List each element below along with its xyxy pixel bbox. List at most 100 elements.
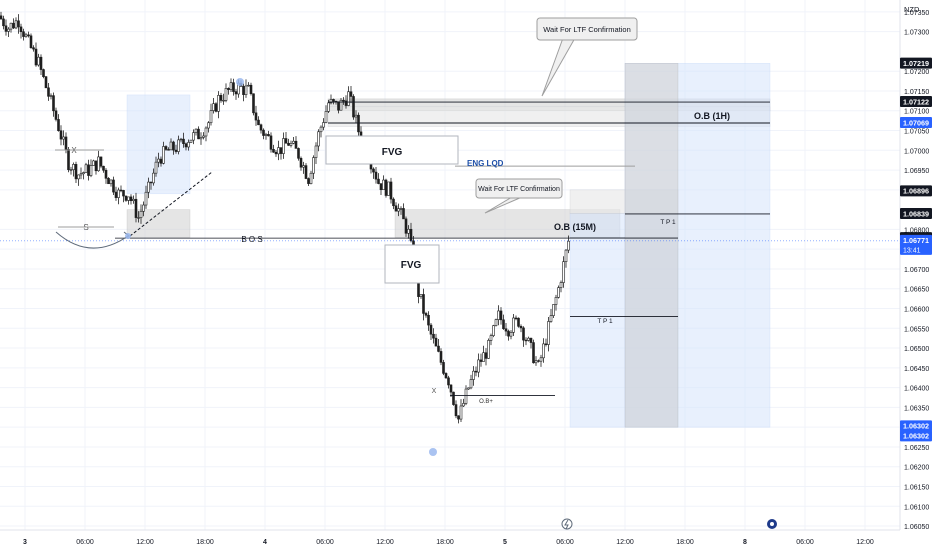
candle <box>477 353 480 378</box>
y-tick-label: 1.06800 <box>904 227 929 234</box>
candle <box>109 179 113 187</box>
candle <box>287 138 290 146</box>
candle <box>179 137 183 143</box>
candle <box>434 333 438 347</box>
candle <box>82 171 85 180</box>
candle <box>37 53 40 67</box>
candle <box>12 18 15 30</box>
candle <box>544 338 548 347</box>
current-price-value: 1.06771 <box>903 236 929 245</box>
candle <box>232 78 235 96</box>
x-tick-label: 06:00 <box>556 539 574 546</box>
candle <box>447 375 450 389</box>
candle <box>77 174 80 186</box>
candle <box>104 168 108 184</box>
candle <box>29 33 33 49</box>
y-tick-label: 1.06650 <box>904 287 929 294</box>
candle <box>472 366 475 386</box>
candle <box>507 329 510 341</box>
candle <box>124 195 128 202</box>
callout-mid-text: Wait For LTF Confirmation <box>478 186 560 193</box>
y-tick-label: 1.06550 <box>904 326 929 333</box>
time-axis-bg <box>0 530 900 550</box>
currency-label: NZD <box>904 5 920 14</box>
candle <box>439 348 443 366</box>
candle <box>192 129 195 145</box>
candle <box>527 336 530 342</box>
y-tick-label: 1.07350 <box>904 10 929 17</box>
candle <box>219 92 223 103</box>
candle <box>442 359 445 376</box>
price-axis-bg <box>900 0 932 550</box>
candle <box>284 132 288 144</box>
y-tick-label: 1.06200 <box>904 465 929 472</box>
candle <box>197 126 200 140</box>
y-tick-label: 1.06450 <box>904 366 929 373</box>
price-tag: 1.07219 <box>900 57 932 69</box>
candle <box>137 211 140 223</box>
candle <box>509 330 513 340</box>
candle <box>227 87 230 95</box>
candle <box>94 160 98 175</box>
price-tag: 1.07069 <box>900 117 932 129</box>
candle <box>107 177 110 185</box>
candle <box>164 145 168 151</box>
candle <box>554 294 558 311</box>
candle <box>202 132 205 140</box>
x-tick-label: 06:00 <box>796 539 814 546</box>
candle <box>277 140 280 161</box>
candle <box>454 400 458 419</box>
candle <box>194 128 198 136</box>
candle <box>169 138 173 151</box>
fvg-box-2: FVG <box>384 244 440 284</box>
y-tick-label: 1.06600 <box>904 307 929 314</box>
lightning-icon[interactable] <box>561 518 573 530</box>
candle <box>424 311 428 318</box>
candle <box>387 181 390 196</box>
candle <box>349 86 353 104</box>
candle <box>347 86 350 107</box>
candle <box>457 415 460 424</box>
svg-text:1.07069: 1.07069 <box>903 118 929 127</box>
price-axis[interactable]: 1.07350 1.07300 1.07200 1.07150 1.07100 1.070… <box>899 0 932 550</box>
candle <box>152 168 155 186</box>
candle <box>529 337 533 349</box>
candle <box>322 118 325 131</box>
candle <box>312 155 315 180</box>
candle <box>517 317 520 328</box>
candle <box>319 125 323 138</box>
y-tick-label: 1.07000 <box>904 148 929 155</box>
candle <box>357 112 360 138</box>
candle <box>309 170 313 185</box>
y-tick-label: 1.07300 <box>904 30 929 37</box>
x-tick-label: 8 <box>743 539 747 546</box>
candle <box>354 110 358 124</box>
candle <box>562 256 565 288</box>
y-tick-label: 1.06500 <box>904 346 929 353</box>
candle <box>182 132 185 148</box>
zones-layer <box>126 63 771 428</box>
time-axis[interactable]: 3 06:00 12:00 18:00 4 06:00 12:00 18:00 5 06:00 12… <box>23 539 874 546</box>
candle <box>492 324 495 338</box>
candle <box>22 28 25 41</box>
current-price-countdown: 13:41 <box>903 247 921 254</box>
candle <box>102 165 105 173</box>
fvg-label-2: FVG <box>401 260 422 271</box>
candle <box>222 93 225 105</box>
candle <box>389 177 393 204</box>
candle <box>512 314 515 336</box>
candle <box>279 147 283 160</box>
candle <box>532 339 535 364</box>
candle <box>534 356 538 366</box>
candle <box>74 161 78 184</box>
candle <box>292 136 295 145</box>
x-tick-label: 5 <box>503 539 507 546</box>
candle <box>234 88 238 100</box>
tp1-label-lower: T P 1 <box>597 318 613 325</box>
candle <box>332 98 335 105</box>
candle <box>97 150 100 172</box>
candle <box>519 324 523 333</box>
candle <box>224 83 228 103</box>
candle <box>467 387 470 390</box>
